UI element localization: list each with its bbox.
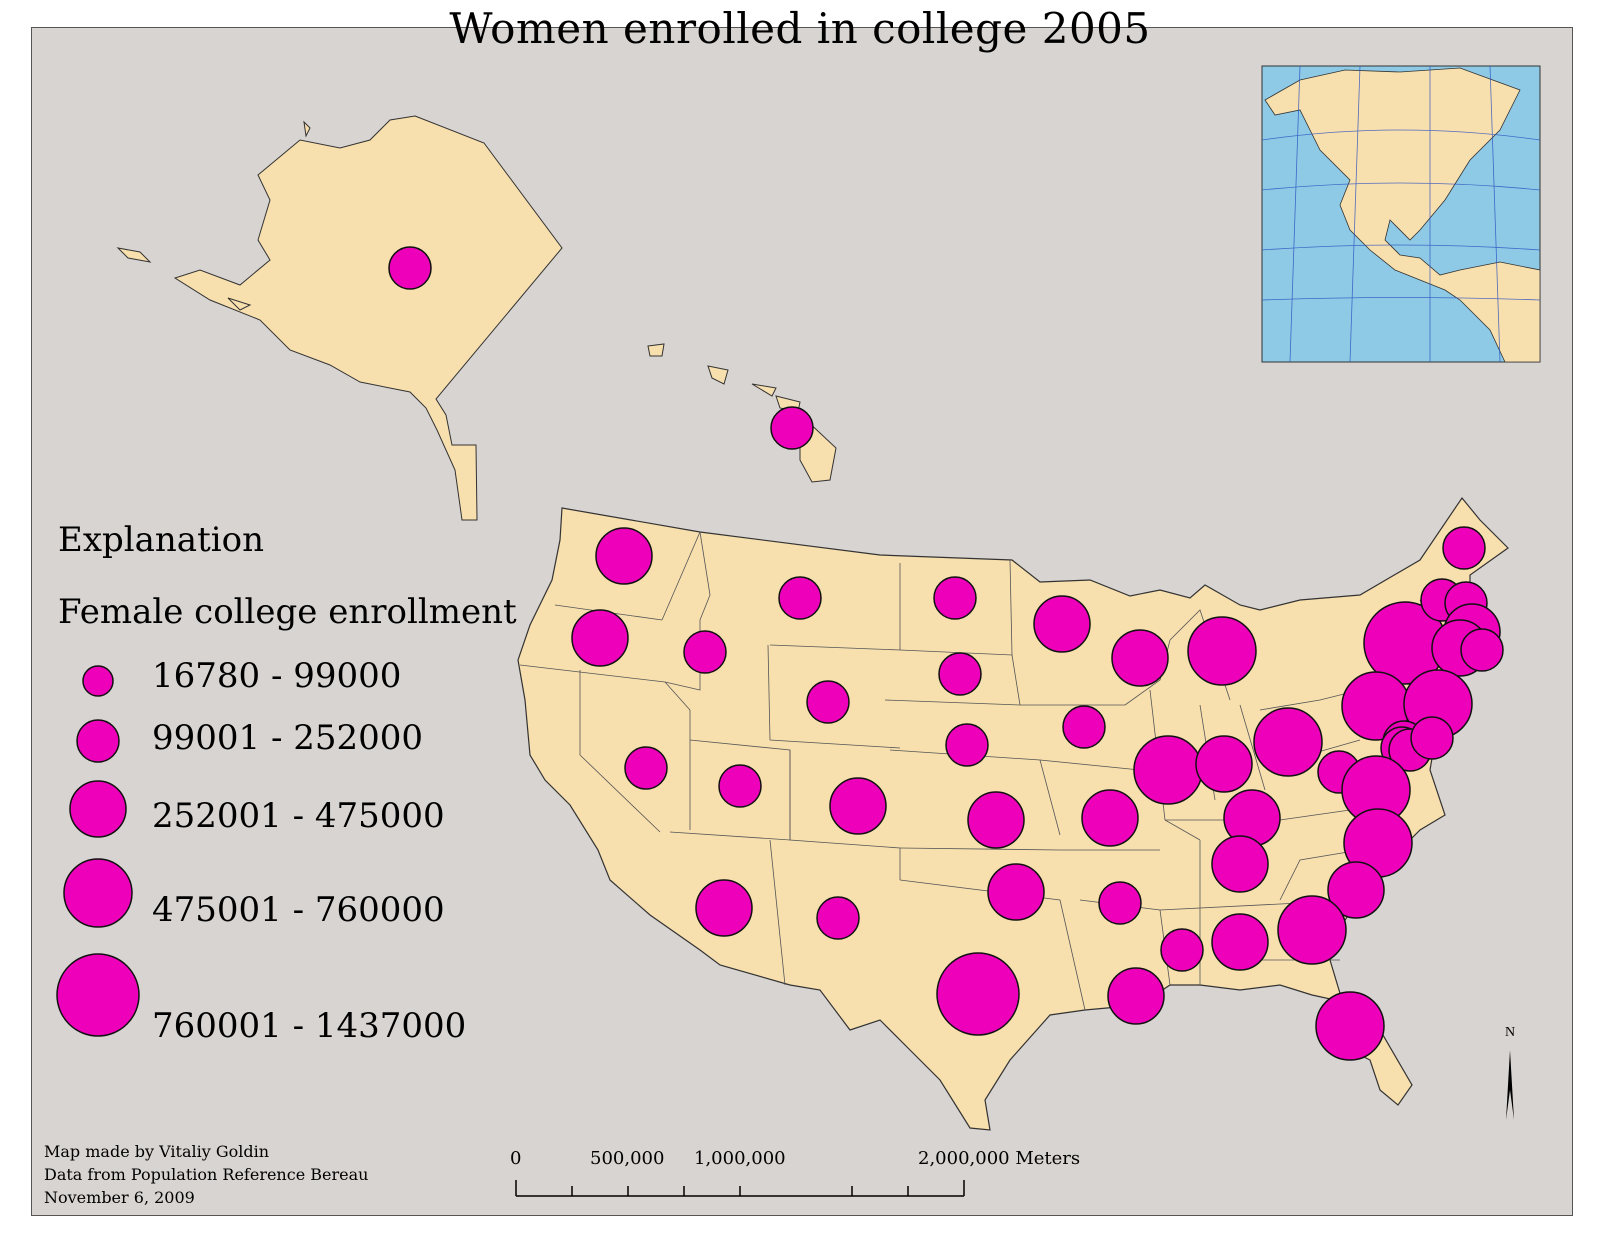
enrollment-symbol (1253, 707, 1323, 777)
legend-symbol-5 (56, 953, 140, 1037)
legend-label-4: 475001 - 760000 (152, 890, 445, 930)
enrollment-symbol (778, 576, 822, 620)
legend-label-2: 99001 - 252000 (152, 718, 424, 758)
enrollment-symbol (1327, 861, 1385, 919)
credit-source: Data from Population Reference Bereau (44, 1165, 369, 1184)
enrollment-symbol (388, 246, 432, 290)
legend-subheading: Female college enrollment (58, 592, 517, 632)
enrollment-symbol (1081, 789, 1139, 847)
alaska-shape (173, 115, 563, 521)
scale-tick-1m: 1,000,000 (694, 1148, 786, 1169)
scale-tick-500k: 500,000 (590, 1148, 665, 1169)
legend-heading: Explanation (58, 520, 264, 560)
legend-label-1: 16780 - 99000 (152, 656, 402, 696)
enrollment-symbol (1277, 895, 1347, 965)
legend-symbols (56, 665, 140, 1037)
enrollment-symbol (1211, 913, 1269, 971)
legend-symbol-2 (76, 719, 120, 763)
legend-symbol-4 (63, 858, 133, 928)
legend-symbol-1 (82, 665, 114, 697)
enrollment-symbol (933, 576, 977, 620)
enrollment-symbol (1195, 735, 1253, 793)
legend-symbol-3 (69, 780, 127, 838)
enrollment-symbols (388, 246, 1504, 1061)
enrollment-symbol (1410, 716, 1454, 760)
enrollment-symbol (816, 896, 860, 940)
enrollment-symbol (967, 791, 1025, 849)
enrollment-symbol (936, 952, 1020, 1036)
enrollment-symbol (806, 680, 850, 724)
legend-label-3: 252001 - 475000 (152, 796, 445, 836)
enrollment-symbol (1098, 881, 1142, 925)
enrollment-symbol (1211, 835, 1269, 893)
enrollment-symbol (571, 609, 629, 667)
enrollment-symbol (1133, 735, 1203, 805)
scale-tick-0: 0 (510, 1148, 522, 1169)
svg-text:N: N (1505, 1025, 1515, 1040)
enrollment-symbol (624, 746, 668, 790)
north-arrow: N (1505, 1025, 1515, 1120)
enrollment-symbol (683, 630, 727, 674)
enrollment-symbol (1315, 991, 1385, 1061)
enrollment-symbol (1033, 595, 1091, 653)
enrollment-symbol (945, 723, 989, 767)
enrollment-symbol (1187, 616, 1257, 686)
enrollment-symbol (938, 652, 982, 696)
enrollment-symbol (1460, 628, 1504, 672)
enrollment-symbol (695, 879, 753, 937)
enrollment-symbol (1442, 526, 1486, 570)
enrollment-symbol (1111, 629, 1169, 687)
enrollment-symbol (1062, 705, 1106, 749)
enrollment-symbol (770, 406, 814, 450)
enrollment-symbol (1107, 967, 1165, 1025)
enrollment-symbol (829, 777, 887, 835)
scale-bar (515, 1180, 965, 1197)
scale-tick-2m: 2,000,000 Meters (918, 1148, 1081, 1169)
map-title: Women enrolled in college 2005 (449, 4, 1151, 53)
enrollment-symbol (595, 527, 653, 585)
hawaii-shape (647, 343, 837, 483)
credit-author: Map made by Vitaliy Goldin (44, 1142, 270, 1161)
enrollment-symbol (987, 863, 1045, 921)
map-credits: Map made by Vitaliy Goldin Data from Pop… (44, 1140, 368, 1209)
enrollment-symbol (718, 764, 762, 808)
locator-inset (1261, 65, 1541, 363)
enrollment-symbol (1160, 928, 1204, 972)
legend-label-5: 760001 - 1437000 (152, 1006, 467, 1046)
credit-date: November 6, 2009 (44, 1188, 195, 1207)
